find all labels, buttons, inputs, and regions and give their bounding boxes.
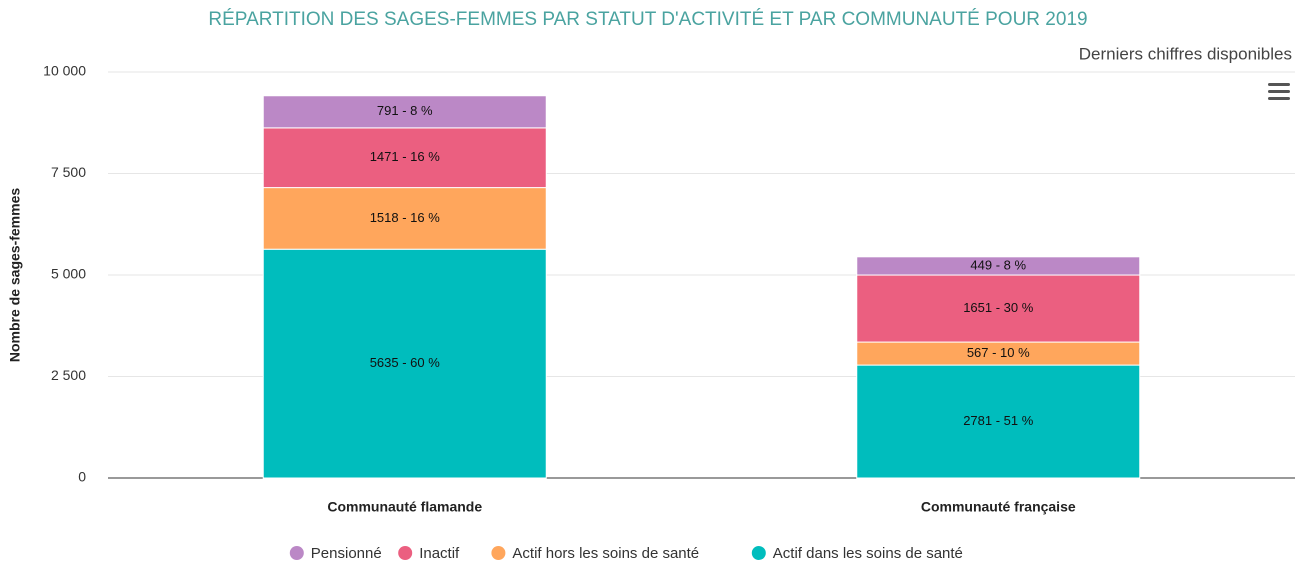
menu-icon[interactable]	[1268, 83, 1290, 100]
data-label: 1518 - 16 %	[370, 210, 441, 225]
legend-label: Inactif	[419, 545, 460, 562]
y-tick-label: 2 500	[51, 367, 86, 383]
chart-subtitle: Derniers chiffres disponibles	[1079, 44, 1292, 63]
legend-marker	[398, 546, 413, 560]
y-tick-label: 0	[78, 469, 86, 485]
y-tick-label: 10 000	[43, 63, 86, 79]
data-label: 567 - 10 %	[967, 345, 1030, 360]
x-tick-label: Communauté flamande	[327, 499, 482, 515]
legend-label: Pensionné	[311, 545, 382, 562]
legend-marker	[751, 546, 766, 560]
x-tick-label: Communauté française	[921, 499, 1076, 515]
chart-title: RÉPARTITION DES SAGES-FEMMES PAR STATUT …	[208, 9, 1087, 30]
legend-label: Actif hors les soins de santé	[512, 545, 699, 562]
bar-segment	[856, 256, 1141, 276]
bar-segment	[262, 95, 547, 129]
legend-label: Actif dans les soins de santé	[773, 545, 963, 562]
bar-segment	[262, 187, 547, 250]
bar-segment	[262, 127, 547, 189]
menu-bar[interactable]	[1268, 83, 1290, 86]
y-tick-label: 7 500	[51, 164, 86, 180]
data-label: 2781 - 51 %	[963, 413, 1034, 428]
menu-bar[interactable]	[1268, 97, 1290, 100]
y-axis-label: Nombre de sages-femmes	[7, 188, 23, 363]
data-label: 1651 - 30 %	[963, 300, 1034, 315]
bar-segment	[856, 274, 1141, 343]
data-label: 1471 - 16 %	[370, 149, 441, 164]
bar-segment	[262, 248, 547, 479]
data-label: 5635 - 60 %	[370, 355, 441, 370]
legend-marker	[289, 546, 304, 560]
legend-marker	[491, 546, 506, 560]
menu-bar[interactable]	[1268, 90, 1290, 93]
bar-segment	[856, 364, 1141, 479]
data-label: 791 - 8 %	[377, 103, 433, 118]
data-label: 449 - 8 %	[970, 257, 1026, 272]
y-tick-label: 5 000	[51, 266, 86, 282]
